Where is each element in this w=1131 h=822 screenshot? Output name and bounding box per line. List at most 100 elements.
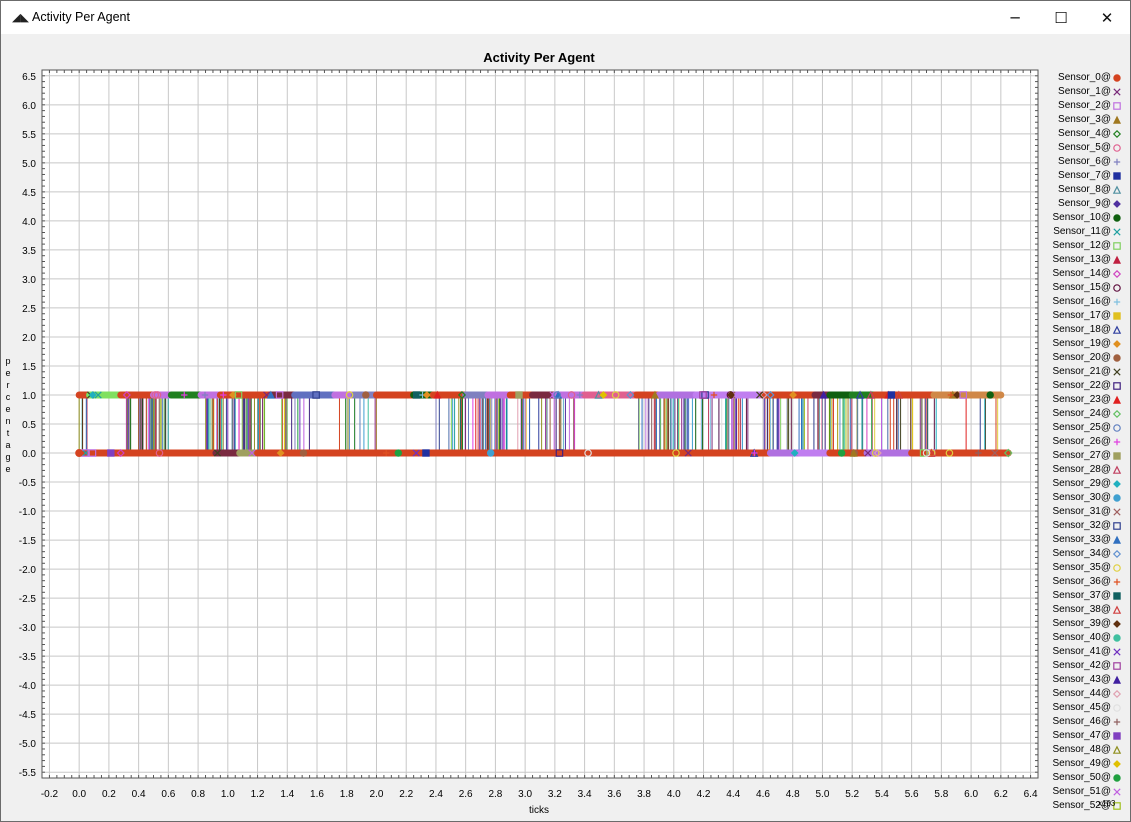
x-tick-label: 1.4 bbox=[280, 789, 294, 800]
series-marker bbox=[88, 449, 97, 457]
legend-label: Sensor_42@ bbox=[1052, 660, 1111, 671]
legend-marker-icon bbox=[1112, 689, 1122, 699]
maximize-button[interactable]: ☐ bbox=[1038, 1, 1084, 34]
legend-item: Sensor_28@ bbox=[1037, 463, 1123, 477]
y-tick-label: -2.0 bbox=[19, 565, 37, 576]
legend-item: Sensor_18@ bbox=[1037, 323, 1123, 337]
legend-marker-icon bbox=[1113, 578, 1121, 586]
y-tick-label: -1.0 bbox=[19, 507, 37, 518]
legend-marker-icon bbox=[1113, 382, 1121, 390]
window-title: Activity Per Agent bbox=[32, 10, 130, 24]
series-marker bbox=[576, 391, 583, 399]
legend-label: Sensor_27@ bbox=[1052, 450, 1111, 461]
legend-label: Sensor_6@ bbox=[1058, 156, 1111, 167]
legend-label: Sensor_15@ bbox=[1052, 282, 1111, 293]
x-multiplier-exponent: 3 bbox=[1110, 799, 1116, 808]
chart-app-icon: ◢◣ bbox=[12, 11, 29, 24]
legend-item: Sensor_25@ bbox=[1037, 421, 1123, 435]
legend-marker-icon bbox=[1112, 325, 1122, 334]
y-tick-label: 3.5 bbox=[22, 246, 36, 257]
legend-marker-icon bbox=[1112, 465, 1122, 474]
legend-label: Sensor_0@ bbox=[1058, 72, 1111, 83]
series-marker bbox=[75, 449, 84, 458]
series-marker bbox=[855, 390, 865, 399]
legend-item: Sensor_43@ bbox=[1037, 673, 1123, 687]
legend-label: Sensor_11@ bbox=[1053, 226, 1111, 237]
y-tick-label: 3.0 bbox=[22, 275, 36, 286]
legend-item: Sensor_52@ bbox=[1037, 799, 1123, 813]
legend-marker bbox=[1113, 354, 1121, 362]
x-axis-label: ticks bbox=[529, 805, 549, 816]
series-marker bbox=[959, 391, 968, 399]
x-tick-label: 1.2 bbox=[251, 789, 265, 800]
legend-item: Sensor_2@ bbox=[1037, 99, 1123, 113]
legend-label: Sensor_16@ bbox=[1052, 296, 1111, 307]
y-tick-label: -0.5 bbox=[19, 478, 37, 489]
y-axis-label-char: e bbox=[5, 404, 10, 414]
legend-marker-icon bbox=[1112, 409, 1122, 419]
legend-marker bbox=[1113, 452, 1121, 460]
legend-marker bbox=[1113, 144, 1121, 152]
legend-marker-icon bbox=[1113, 102, 1121, 110]
legend-label: Sensor_30@ bbox=[1052, 492, 1111, 503]
legend-marker-icon bbox=[1113, 88, 1121, 96]
minimize-button[interactable]: ─ bbox=[992, 1, 1038, 34]
legend-marker-icon bbox=[1113, 480, 1121, 488]
series-marker bbox=[684, 449, 692, 457]
legend-label: Sensor_13@ bbox=[1052, 254, 1111, 265]
legend-marker-icon bbox=[1112, 185, 1122, 194]
series-marker bbox=[220, 391, 227, 399]
legend-item: Sensor_7@ bbox=[1037, 169, 1123, 183]
legend-item: Sensor_30@ bbox=[1037, 491, 1123, 505]
y-axis-label-char: p bbox=[5, 356, 10, 366]
legend-item: Sensor_24@ bbox=[1037, 407, 1123, 421]
x-tick-label: 0.8 bbox=[191, 789, 205, 800]
legend-marker bbox=[1113, 298, 1121, 306]
legend-marker-icon bbox=[1113, 74, 1121, 82]
series-marker bbox=[611, 391, 620, 399]
legend-label: Sensor_21@ bbox=[1052, 366, 1111, 377]
series-marker bbox=[94, 391, 102, 399]
y-tick-label: -4.5 bbox=[19, 710, 37, 721]
legend-marker-icon bbox=[1113, 368, 1121, 376]
y-axis-label-char: g bbox=[5, 452, 10, 462]
legend-label: Sensor_23@ bbox=[1052, 394, 1111, 405]
title-bar[interactable]: ◢◣ Activity Per Agent ─ ☐ ✕ bbox=[1, 1, 1130, 34]
legend-label: Sensor_50@ bbox=[1052, 772, 1111, 783]
x-tick-label: 1.0 bbox=[221, 789, 235, 800]
series-marker bbox=[751, 449, 758, 457]
series-marker bbox=[599, 391, 608, 399]
legend-item: Sensor_27@ bbox=[1037, 449, 1123, 463]
legend-label: Sensor_3@ bbox=[1058, 114, 1111, 125]
legend-item: Sensor_11@ bbox=[1037, 225, 1123, 239]
legend-marker-icon bbox=[1113, 522, 1121, 530]
series-marker bbox=[248, 449, 256, 457]
legend-marker bbox=[1112, 185, 1122, 194]
legend-marker bbox=[1113, 522, 1121, 530]
legend-label: Sensor_32@ bbox=[1052, 520, 1111, 531]
legend-marker-icon bbox=[1113, 494, 1121, 502]
y-axis-label-char: e bbox=[5, 368, 10, 378]
y-tick-label: -3.5 bbox=[19, 652, 37, 663]
close-button[interactable]: ✕ bbox=[1084, 1, 1130, 34]
legend-item: Sensor_35@ bbox=[1037, 561, 1123, 575]
legend-label: Sensor_26@ bbox=[1052, 436, 1111, 447]
x-tick-label: 5.0 bbox=[815, 789, 829, 800]
y-axis-label-char: e bbox=[5, 464, 10, 474]
legend-label: Sensor_46@ bbox=[1052, 716, 1111, 727]
legend-item: Sensor_51@ bbox=[1037, 785, 1123, 799]
legend-marker bbox=[1112, 675, 1122, 684]
y-tick-label: 2.5 bbox=[22, 304, 36, 315]
series-marker bbox=[234, 391, 243, 399]
series-marker bbox=[276, 449, 285, 457]
legend-item: Sensor_32@ bbox=[1037, 519, 1123, 533]
legend-marker bbox=[1112, 535, 1122, 544]
series-marker bbox=[457, 390, 467, 400]
legend-marker bbox=[1113, 648, 1121, 656]
legend-label: Sensor_9@ bbox=[1058, 198, 1111, 209]
x-tick-label: 4.0 bbox=[667, 789, 681, 800]
series-marker bbox=[650, 390, 659, 399]
y-tick-label: -4.0 bbox=[19, 681, 37, 692]
legend-marker bbox=[1112, 465, 1122, 474]
